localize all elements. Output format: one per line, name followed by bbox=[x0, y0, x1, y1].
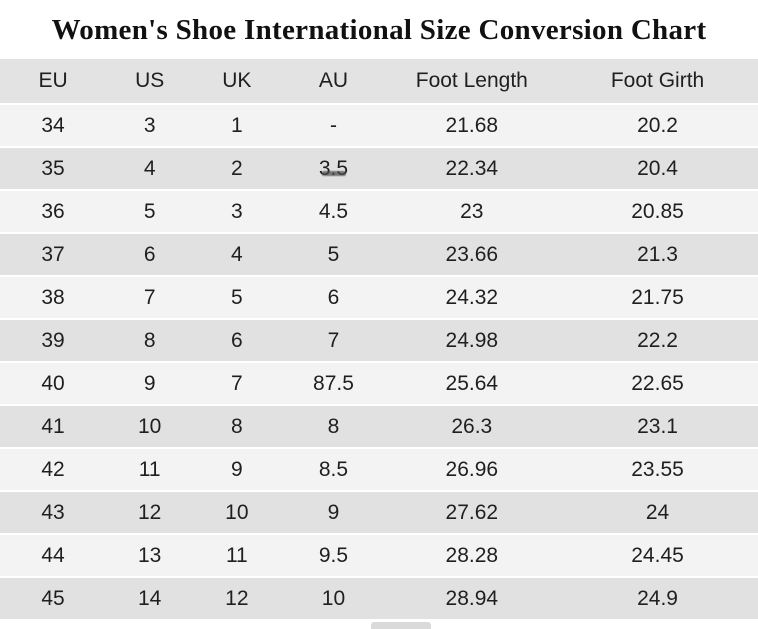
table-row: 37 6 4 5 23.66 21.3 bbox=[0, 234, 758, 275]
column-header-eu: EU bbox=[0, 59, 107, 103]
cell-uk: 5 bbox=[193, 277, 281, 318]
cell-au: 8 bbox=[280, 406, 387, 447]
cell-us: 5 bbox=[106, 191, 194, 232]
cell-foot-length: 28.28 bbox=[386, 535, 558, 576]
cell-au: 10 bbox=[280, 578, 387, 619]
cell-us: 6 bbox=[106, 234, 194, 275]
cell-foot-girth: 23.1 bbox=[557, 406, 758, 447]
cell-eu: 40 bbox=[0, 363, 107, 404]
cell-foot-length: 27.62 bbox=[386, 492, 558, 533]
cell-eu: 42 bbox=[0, 449, 107, 490]
column-header-au: AU bbox=[280, 59, 387, 103]
cell-au: 7 bbox=[280, 320, 387, 361]
cell-uk: 11 bbox=[193, 535, 281, 576]
cell-uk: 10 bbox=[193, 492, 281, 533]
cell-foot-length: 22.34 bbox=[386, 148, 558, 189]
cell-eu: 34 bbox=[0, 105, 107, 146]
cell-uk: 1 bbox=[193, 105, 281, 146]
cell-foot-length: 23 bbox=[386, 191, 558, 232]
cell-us: 11 bbox=[106, 449, 194, 490]
cell-foot-girth: 21.75 bbox=[557, 277, 758, 318]
cell-eu: 38 bbox=[0, 277, 107, 318]
cell-eu: 41 bbox=[0, 406, 107, 447]
table-row: 42 11 9 8.5 26.96 23.55 bbox=[0, 449, 758, 490]
cell-au: 8.5 bbox=[280, 449, 387, 490]
cell-au: 4.5 bbox=[280, 191, 387, 232]
cell-au: 9.5 bbox=[280, 535, 387, 576]
cell-foot-length: 26.96 bbox=[386, 449, 558, 490]
table-row: 35 4 2 3.5 22.34 20.4 bbox=[0, 148, 758, 189]
cell-eu: 36 bbox=[0, 191, 107, 232]
cell-foot-length: 21.68 bbox=[386, 105, 558, 146]
cell-au: 9 bbox=[280, 492, 387, 533]
cell-uk: 2 bbox=[193, 148, 281, 189]
table-row: 43 12 10 9 27.62 24 bbox=[0, 492, 758, 533]
size-conversion-table: EU US UK AU Foot Length Foot Girth 34 3 … bbox=[0, 57, 758, 621]
cell-au: 6 bbox=[280, 277, 387, 318]
cell-us: 10 bbox=[106, 406, 194, 447]
table-row: 36 5 3 4.5 23 20.85 bbox=[0, 191, 758, 232]
cell-us: 14 bbox=[106, 578, 194, 619]
cell-us: 7 bbox=[106, 277, 194, 318]
cell-uk: 4 bbox=[193, 234, 281, 275]
cell-foot-girth: 24.45 bbox=[557, 535, 758, 576]
bottom-partial-element bbox=[371, 622, 431, 629]
cell-us: 3 bbox=[106, 105, 194, 146]
page-title: Women's Shoe International Size Conversi… bbox=[51, 14, 707, 46]
table-row: 34 3 1 - 21.68 20.2 bbox=[0, 105, 758, 146]
table-row: 44 13 11 9.5 28.28 24.45 bbox=[0, 535, 758, 576]
cell-foot-length: 23.66 bbox=[386, 234, 558, 275]
cell-eu: 44 bbox=[0, 535, 107, 576]
cell-us: 12 bbox=[106, 492, 194, 533]
cell-uk: 6 bbox=[193, 320, 281, 361]
cell-eu: 37 bbox=[0, 234, 107, 275]
table-header-row: EU US UK AU Foot Length Foot Girth bbox=[0, 59, 758, 103]
cell-foot-length: 24.32 bbox=[386, 277, 558, 318]
cell-au: 3.5 bbox=[280, 148, 387, 189]
table-row: 41 10 8 8 26.3 23.1 bbox=[0, 406, 758, 447]
table-row: 39 8 6 7 24.98 22.2 bbox=[0, 320, 758, 361]
cell-foot-length: 24.98 bbox=[386, 320, 558, 361]
cell-foot-length: 25.64 bbox=[386, 363, 558, 404]
cell-foot-girth: 22.65 bbox=[557, 363, 758, 404]
cell-foot-girth: 20.85 bbox=[557, 191, 758, 232]
table-row: 45 14 12 10 28.94 24.9 bbox=[0, 578, 758, 619]
cell-foot-girth: 20.2 bbox=[557, 105, 758, 146]
cell-eu: 43 bbox=[0, 492, 107, 533]
cell-uk: 7 bbox=[193, 363, 281, 404]
column-header-foot-length: Foot Length bbox=[386, 59, 558, 103]
cell-us: 13 bbox=[106, 535, 194, 576]
cell-us: 9 bbox=[106, 363, 194, 404]
cell-eu: 39 bbox=[0, 320, 107, 361]
column-header-us: US bbox=[106, 59, 194, 103]
cell-us: 4 bbox=[106, 148, 194, 189]
cell-au: - bbox=[280, 105, 387, 146]
cell-foot-length: 28.94 bbox=[386, 578, 558, 619]
cell-uk: 3 bbox=[193, 191, 281, 232]
cell-uk: 9 bbox=[193, 449, 281, 490]
column-header-foot-girth: Foot Girth bbox=[557, 59, 758, 103]
cell-foot-girth: 20.4 bbox=[557, 148, 758, 189]
table-row: 40 9 7 87.5 25.64 22.65 bbox=[0, 363, 758, 404]
cell-foot-girth: 23.55 bbox=[557, 449, 758, 490]
cell-au: 5 bbox=[280, 234, 387, 275]
image-artifact-smudge bbox=[322, 171, 346, 176]
cell-foot-girth: 24 bbox=[557, 492, 758, 533]
cell-uk: 12 bbox=[193, 578, 281, 619]
cell-us: 8 bbox=[106, 320, 194, 361]
cell-au: 87.5 bbox=[280, 363, 387, 404]
cell-foot-girth: 24.9 bbox=[557, 578, 758, 619]
table-row: 38 7 5 6 24.32 21.75 bbox=[0, 277, 758, 318]
cell-foot-girth: 21.3 bbox=[557, 234, 758, 275]
cell-foot-length: 26.3 bbox=[386, 406, 558, 447]
cell-uk: 8 bbox=[193, 406, 281, 447]
column-header-uk: UK bbox=[193, 59, 281, 103]
cell-eu: 45 bbox=[0, 578, 107, 619]
cell-foot-girth: 22.2 bbox=[557, 320, 758, 361]
cell-eu: 35 bbox=[0, 148, 107, 189]
